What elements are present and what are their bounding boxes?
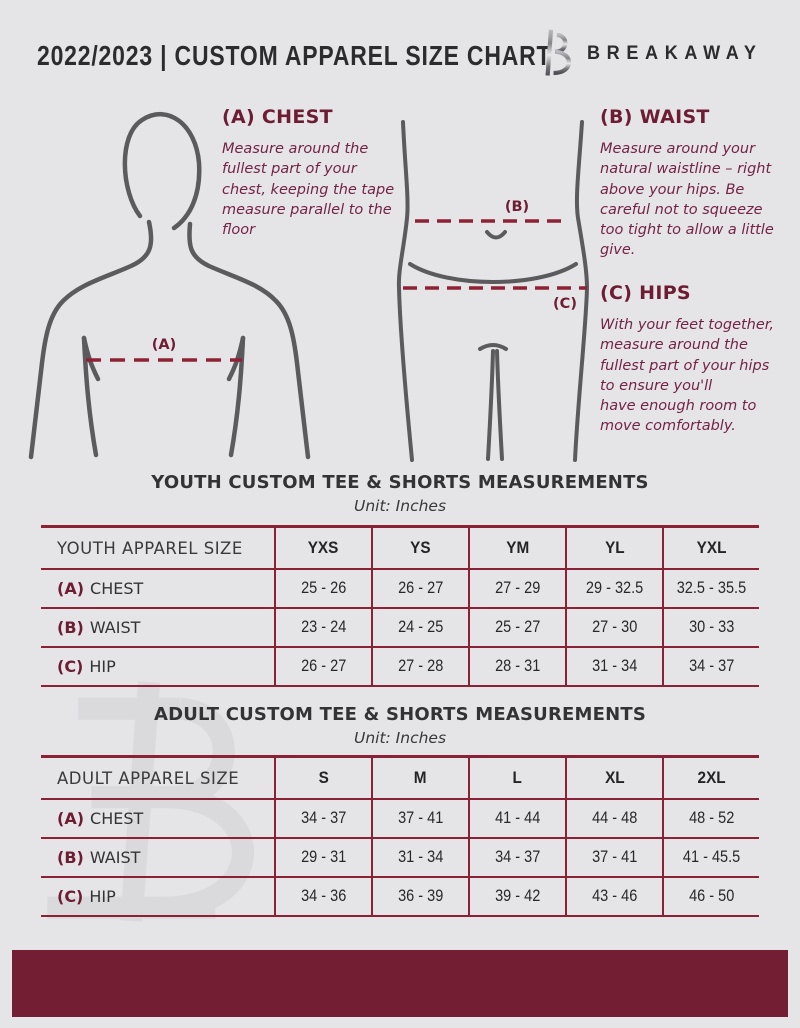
adult-chest-s: 34 - 37 bbox=[274, 800, 371, 839]
page-title: 2022/2023 | CUSTOM APPAREL SIZE CHART bbox=[37, 40, 552, 71]
adult-size-table: ADULT APPAREL SIZE S M L XL 2XL (A) CHEST… bbox=[41, 755, 759, 917]
breakaway-logo-icon bbox=[531, 29, 572, 76]
youth-size-col-yl: YL bbox=[565, 528, 662, 570]
brand-lockup: BREAKAWAY bbox=[529, 28, 772, 79]
adult-row-hip-label: (C) HIP bbox=[57, 887, 116, 906]
hip-marker-label: (C) bbox=[553, 296, 577, 312]
youth-size-col-ys: YS bbox=[371, 528, 468, 570]
chest-guide-body: Measure around the fullest part of your … bbox=[222, 141, 395, 239]
hips-guide: (C) HIPS With your feet together, measur… bbox=[600, 282, 788, 437]
youth-row-hip-label: (C) HIP bbox=[57, 657, 116, 676]
youth-unit-label: Unit: Inches bbox=[353, 497, 447, 515]
adult-unit-label: Unit: Inches bbox=[353, 729, 447, 747]
adult-hip-xl: 43 - 46 bbox=[565, 878, 662, 915]
adult-table-corner-header: ADULT APPAREL SIZE bbox=[41, 758, 274, 800]
youth-waist-ys: 24 - 25 bbox=[371, 609, 468, 648]
adult-row-waist-label: (B) WAIST bbox=[41, 839, 274, 878]
youth-waist-yxs: 23 - 24 bbox=[274, 609, 371, 648]
youth-size-table: YOUTH APPAREL SIZE YXS YS YM YL YXL (A) C… bbox=[41, 525, 759, 687]
chest-guide: (A) CHEST Measure around the fullest par… bbox=[222, 106, 402, 240]
adult-section-title: ADULT CUSTOM TEE & SHORTS MEASUREMENTS bbox=[153, 704, 647, 725]
youth-chest-yxs: 25 - 26 bbox=[274, 570, 371, 609]
waist-guide: (B) WAIST Measure around your natural wa… bbox=[600, 106, 788, 261]
youth-chest-ys: 26 - 27 bbox=[371, 570, 468, 609]
waist-marker-label: (B) bbox=[505, 199, 529, 215]
adult-size-col-l: L bbox=[468, 758, 565, 800]
youth-hip-ys: 27 - 28 bbox=[371, 648, 468, 685]
adult-chest-xl: 44 - 48 bbox=[565, 800, 662, 839]
youth-hip-yxl: 34 - 37 bbox=[662, 648, 759, 685]
youth-size-col-ym: YM bbox=[468, 528, 565, 570]
adult-waist-l: 34 - 37 bbox=[468, 839, 565, 878]
adult-size-col-s: S bbox=[274, 758, 371, 800]
youth-waist-ym: 25 - 27 bbox=[468, 609, 565, 648]
adult-chest-l: 41 - 44 bbox=[468, 800, 565, 839]
adult-waist-s: 29 - 31 bbox=[274, 839, 371, 878]
waist-guide-heading: (B) WAIST bbox=[600, 106, 710, 128]
youth-waist-yxl: 30 - 33 bbox=[662, 609, 759, 648]
youth-chest-yl: 29 - 32.5 bbox=[565, 570, 662, 609]
adult-hip-l: 39 - 42 bbox=[468, 878, 565, 915]
upper-body-figure: (A) bbox=[28, 112, 311, 460]
waist-guide-body: Measure around your natural waistline – … bbox=[600, 141, 774, 259]
adult-chest-2xl: 48 - 52 bbox=[662, 800, 759, 839]
youth-waist-yl: 27 - 30 bbox=[565, 609, 662, 648]
hips-guide-body: With your feet together, measure around … bbox=[600, 317, 775, 435]
youth-hip-ym: 28 - 31 bbox=[468, 648, 565, 685]
chest-guide-heading: (A) CHEST bbox=[222, 106, 333, 128]
adult-hip-2xl: 46 - 50 bbox=[662, 878, 759, 915]
brand-name: BREAKAWAY bbox=[587, 42, 763, 64]
youth-chest-ym: 27 - 29 bbox=[468, 570, 565, 609]
adult-chest-m: 37 - 41 bbox=[371, 800, 468, 839]
hips-guide-heading: (C) HIPS bbox=[600, 282, 691, 304]
adult-waist-2xl: 41 - 45.5 bbox=[662, 839, 759, 878]
adult-size-col-m: M bbox=[371, 758, 468, 800]
chest-marker-label: (A) bbox=[152, 337, 176, 353]
youth-hip-yxs: 26 - 27 bbox=[274, 648, 371, 685]
youth-row-chest-label: (A) CHEST bbox=[41, 570, 274, 609]
adult-waist-m: 31 - 34 bbox=[371, 839, 468, 878]
youth-row-waist-label: (B) WAIST bbox=[41, 609, 274, 648]
lower-body-figure: (B) (C) bbox=[396, 120, 590, 462]
footer-accent-bar bbox=[12, 950, 788, 1017]
youth-size-col-yxs: YXS bbox=[274, 528, 371, 570]
adult-size-col-2xl: 2XL bbox=[662, 758, 759, 800]
adult-hip-m: 36 - 39 bbox=[371, 878, 468, 915]
youth-size-col-yxl: YXL bbox=[662, 528, 759, 570]
youth-table-corner-header: YOUTH APPAREL SIZE bbox=[41, 528, 274, 570]
adult-hip-s: 34 - 36 bbox=[274, 878, 371, 915]
breakaway-watermark-icon bbox=[47, 681, 255, 922]
youth-section-title: YOUTH CUSTOM TEE & SHORTS MEASUREMENTS bbox=[151, 472, 649, 493]
adult-row-chest-label: (A) CHEST bbox=[41, 800, 274, 839]
adult-waist-xl: 37 - 41 bbox=[565, 839, 662, 878]
youth-chest-yxl: 32.5 - 35.5 bbox=[662, 570, 759, 609]
youth-hip-yl: 31 - 34 bbox=[565, 648, 662, 685]
adult-size-col-xl: XL bbox=[565, 758, 662, 800]
